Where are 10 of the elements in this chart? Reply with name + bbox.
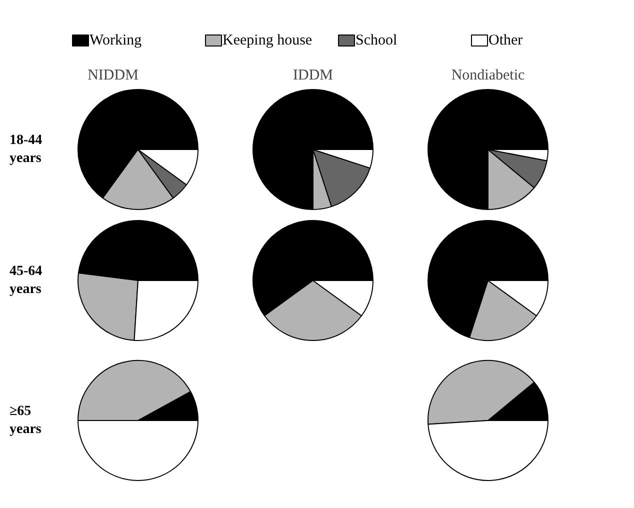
text: NIDDM [88,68,138,84]
legend-label: School [356,32,398,48]
legend-label: Keeping house [222,32,312,48]
legend-label: Other [488,32,523,48]
text: ≥65 years [10,404,42,437]
text: 45-64 years [10,264,42,297]
legend-label: Working [90,32,142,48]
text: 18-44 years [10,133,42,166]
chart-title: Nondiabetic [451,68,525,84]
chart-title: IDDM [293,68,333,84]
